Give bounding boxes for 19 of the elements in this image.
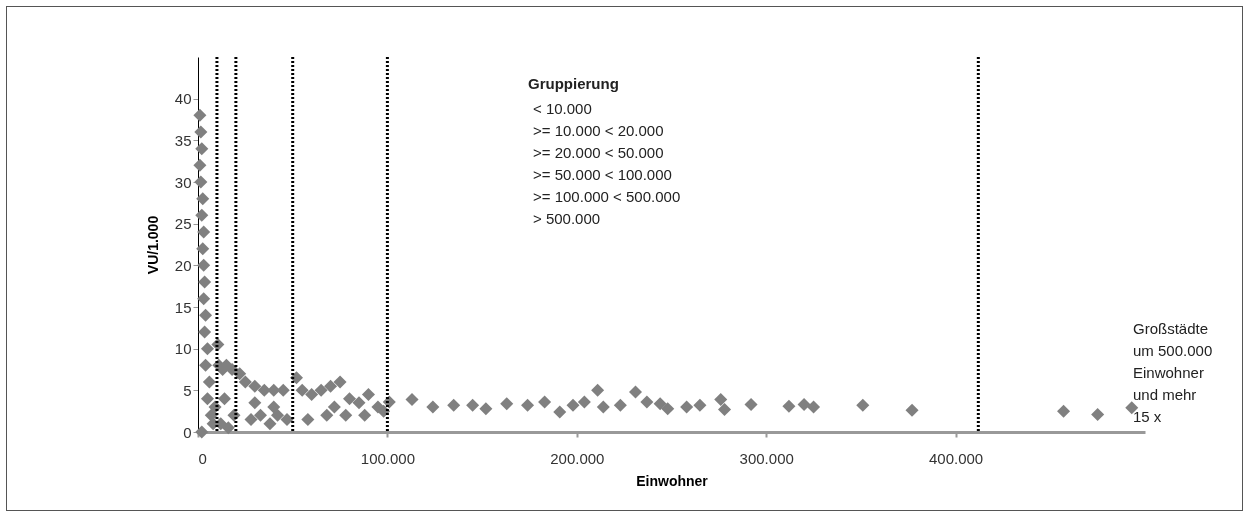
x-tick-label: 200.000	[550, 449, 605, 467]
annotation: Großstädte um 500.000 Einwohner und mehr 15 x	[1133, 320, 1213, 425]
y-tick-label: 0	[183, 423, 192, 441]
y-tick-label: 20	[174, 256, 192, 274]
y-tick-label: 10	[174, 340, 192, 358]
annotation: < 10.000 >= 10.000 < 20.000 >= 20.000 < 50.000 >= 50.000 < 100.000 >= 100.000 < 500.000 > 500.000	[533, 100, 681, 227]
x-axis-title: Einwohner	[636, 472, 709, 489]
annotation: Gruppierung	[528, 75, 619, 92]
x-tick-label: 400.000	[928, 449, 984, 467]
y-tick-label: 25	[174, 215, 192, 233]
x-tick-label: 300.000	[739, 449, 794, 467]
y-tick-label: 30	[174, 173, 192, 191]
y-tick-label: 5	[183, 381, 192, 399]
y-tick-label: 15	[174, 298, 192, 316]
x-tick-label: 100.000	[360, 449, 416, 467]
y-tick-label: 35	[174, 131, 192, 149]
y-axis-title: VU/1.000	[144, 215, 161, 275]
x-tick-label: 0	[198, 449, 207, 467]
y-tick-label: 40	[174, 90, 192, 108]
